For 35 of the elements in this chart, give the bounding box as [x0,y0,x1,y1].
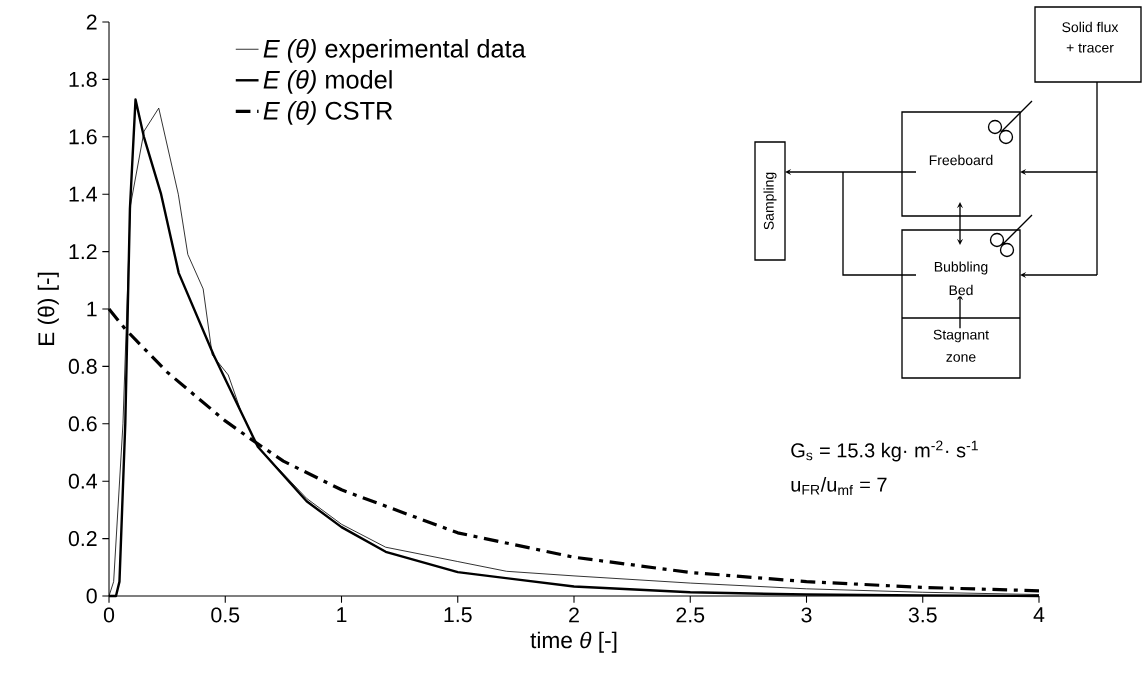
annotation: Bubbling [934,261,988,275]
y-tick-label: 0.8 [68,358,97,374]
x-tick-label: 0.5 [211,607,240,623]
y-tick-label: 0.6 [68,416,97,432]
y-tick-label: 0.4 [68,473,97,489]
annotation: zone [946,354,976,362]
y-tick-label: 1.8 [69,71,97,87]
y-tick-label: 0.2 [68,531,97,547]
y-tick-label: 1 [87,301,97,317]
annotation: Bed [949,284,973,296]
y-tick-label: 1.2 [69,244,97,260]
legend-label: E (θ) experimental data [263,39,526,63]
y-tick-label: 2 [86,14,97,30]
x-tick-label: 3 [801,607,812,623]
x-tick-label: 3.5 [908,607,937,623]
x-tick-label: 4 [1033,607,1045,623]
y-tick-label: 1.4 [69,186,97,202]
annotation: G$_{s}$ = 15.3 kg· m$^{-2}$· s$^{-1}$ [791,440,978,462]
annotation: Stagnant [933,329,989,343]
annotation: Freeboard [929,154,993,166]
x-tick-label: 1 [337,607,347,623]
y-tick-label: 1.6 [69,129,97,145]
annotation: u$_{FR}$/u$_{mf}$ = 7 [791,476,887,495]
y-tick-label: 0 [86,588,97,604]
annotation: Sampling [763,172,777,230]
y-axis-title: E (θ) [-] [37,272,59,345]
x-tick-label: 2.5 [676,607,705,623]
x-axis-title: time θ [-] [530,631,617,653]
text: Solid flux [1062,21,1119,33]
text: + tracer [1066,43,1114,53]
x-tick-label: 2 [569,607,579,623]
legend-label: E (θ) CSTR [263,101,393,125]
x-tick-label: 1.5 [444,607,472,623]
x-tick-label: 0 [103,607,115,623]
legend-label: E (θ) model [263,70,392,94]
